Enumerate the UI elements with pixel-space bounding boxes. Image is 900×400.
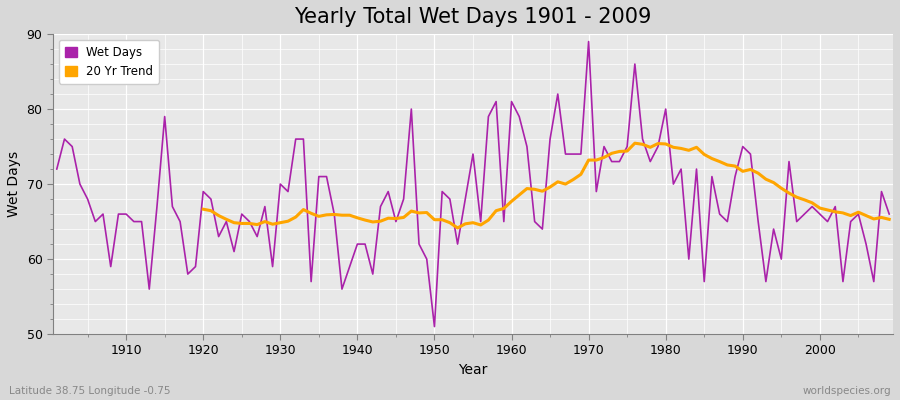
Wet Days [614,159,625,164]
20 Yr Trend [691,145,702,150]
Text: Latitude 38.75 Longitude -0.75: Latitude 38.75 Longitude -0.75 [9,386,170,396]
Wet Days [51,167,62,172]
20 Yr Trend [868,216,879,221]
Text: worldspecies.org: worldspecies.org [803,386,891,396]
20 Yr Trend [198,207,209,212]
Legend: Wet Days, 20 Yr Trend: Wet Days, 20 Yr Trend [58,40,159,84]
20 Yr Trend [406,209,417,214]
Wet Days [283,189,293,194]
20 Yr Trend [884,217,895,222]
Wet Days [328,212,339,216]
Title: Yearly Total Wet Days 1901 - 2009: Yearly Total Wet Days 1901 - 2009 [294,7,652,27]
Y-axis label: Wet Days: Wet Days [7,151,21,217]
Line: Wet Days: Wet Days [57,42,889,326]
20 Yr Trend [629,141,640,146]
20 Yr Trend [452,226,463,230]
X-axis label: Year: Year [458,363,488,377]
Wet Days [514,114,525,119]
Line: 20 Yr Trend: 20 Yr Trend [203,143,889,228]
20 Yr Trend [291,215,302,220]
Wet Days [113,212,124,216]
Wet Days [429,324,440,329]
Wet Days [506,99,517,104]
Wet Days [884,212,895,216]
Wet Days [583,39,594,44]
20 Yr Trend [784,191,795,196]
20 Yr Trend [799,198,810,202]
